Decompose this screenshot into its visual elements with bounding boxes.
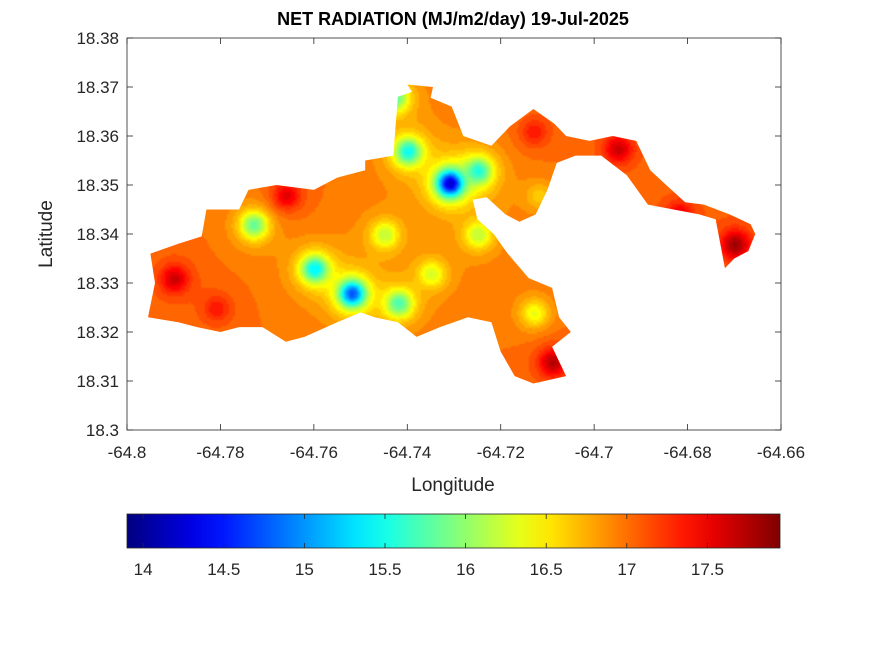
colorbar-tick-label: 15 [295, 560, 314, 579]
x-tick-label: -64.68 [663, 443, 711, 462]
y-axis-label: Latitude [36, 200, 57, 268]
colorbar-tick-label: 16.5 [530, 560, 563, 579]
y-tick-label: 18.32 [76, 323, 119, 342]
colorbar-tick-label: 17.5 [691, 560, 724, 579]
y-tick-label: 18.3 [86, 421, 119, 440]
y-tick-label: 18.33 [76, 274, 119, 293]
y-tick-label: 18.38 [76, 29, 119, 48]
chart-title: NET RADIATION (MJ/m2/day) 19-Jul-2025 [277, 9, 629, 29]
x-tick-label: -64.7 [575, 443, 614, 462]
y-tick-label: 18.35 [76, 176, 119, 195]
x-tick-label: -64.66 [757, 443, 805, 462]
colorbar-tick-label: 17 [617, 560, 636, 579]
x-tick-label: -64.74 [383, 443, 431, 462]
y-tick-label: 18.34 [76, 225, 119, 244]
colorbar-tick-label: 16 [456, 560, 475, 579]
colorbar [126, 513, 781, 549]
x-axis-label: Longitude [411, 475, 494, 496]
x-tick-label: -64.76 [290, 443, 338, 462]
colorbar-tick-label: 14 [134, 560, 153, 579]
y-tick-label: 18.37 [76, 78, 119, 97]
x-axis: -64.8 -64.78 -64.76 -64.74 -64.72 -64.7 -64.68… [108, 38, 805, 462]
y-tick-label: 18.31 [76, 372, 119, 391]
colorbar-tick-label: 15.5 [368, 560, 401, 579]
x-tick-label: -64.8 [108, 443, 147, 462]
x-tick-label: -64.78 [196, 443, 244, 462]
y-tick-label: 18.36 [76, 127, 119, 146]
colorbar-tick-label: 14.5 [207, 560, 240, 579]
y-axis: 18.3 18.31 18.32 18.33 18.34 18.35 18.36 18.37 1… [76, 29, 781, 440]
x-tick-label: -64.72 [477, 443, 525, 462]
colorbar-ticks: 14 14.5 15 15.5 16 16.5 17 17.5 [134, 514, 724, 579]
